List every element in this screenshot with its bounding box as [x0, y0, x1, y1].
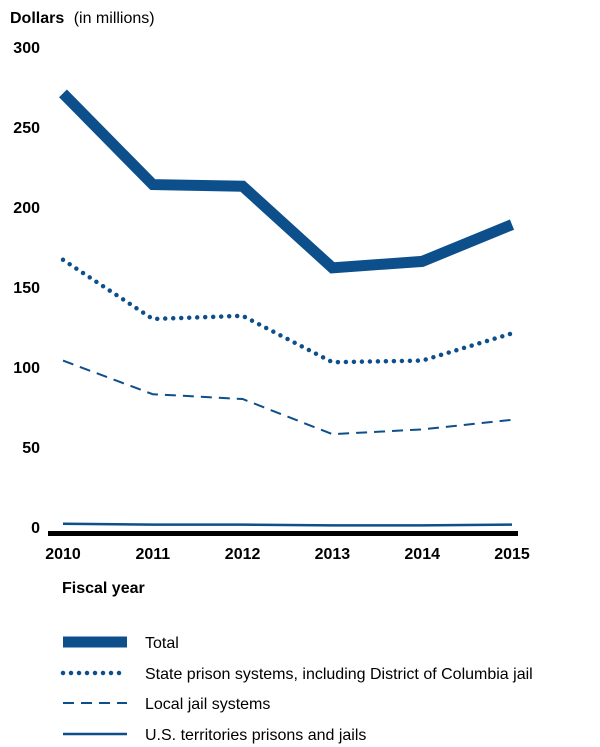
y-tick-label: 0: [31, 520, 40, 537]
series-lines: [59, 89, 515, 527]
x-tick-label: 2012: [225, 546, 261, 563]
x-axis-ticks: 2010 2011 2012 2013 2014 2015: [45, 546, 530, 563]
series-line-territories: [62, 522, 513, 527]
legend-label-total: Total: [145, 635, 179, 652]
legend-label-local: Local jail systems: [145, 696, 270, 713]
x-tick-label: 2015: [494, 546, 530, 563]
y-tick-label: 100: [13, 360, 40, 377]
x-axis-line: [48, 531, 518, 536]
y-axis-title-unit: (in millions): [74, 10, 155, 27]
legend-label-state: State prison systems, including District…: [145, 666, 533, 683]
y-axis-title-bold: Dollars: [10, 10, 64, 27]
series-line-state: [60, 257, 515, 365]
series-line-local: [62, 359, 513, 436]
y-tick-label: 200: [13, 200, 40, 217]
x-tick-label: 2013: [315, 546, 351, 563]
y-tick-label: 50: [22, 440, 40, 457]
y-axis-title: Dollars (in millions): [10, 10, 155, 27]
x-tick-label: 2011: [135, 546, 170, 563]
x-axis-title: Fiscal year: [62, 580, 145, 597]
series-line-total: [59, 89, 515, 274]
x-tick-label: 2010: [45, 546, 81, 563]
legend: Total State prison systems, including Dis…: [60, 635, 533, 744]
legend-label-territories: U.S. territories prisons and jails: [145, 727, 366, 744]
y-tick-label: 150: [13, 280, 40, 297]
x-tick-label: 2014: [404, 546, 440, 563]
y-tick-label: 300: [13, 40, 40, 57]
y-tick-label: 250: [13, 120, 40, 137]
y-axis-ticks: 0 50 100 150 200 250 300: [13, 40, 40, 537]
